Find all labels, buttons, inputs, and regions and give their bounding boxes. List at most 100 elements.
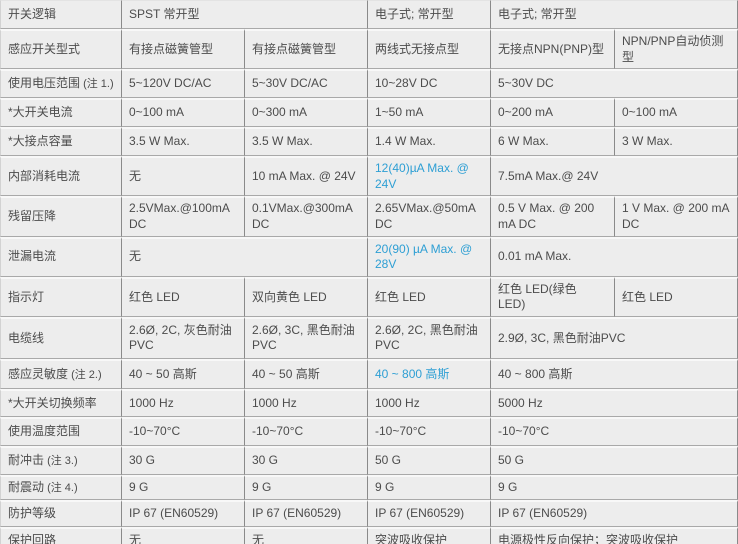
spec-cell: 30 G <box>122 445 245 475</box>
row-label-text: 感应开关型式 <box>8 41 81 56</box>
spec-cell: 10~28V DC <box>368 69 491 99</box>
spec-cell: 红色 LED <box>122 276 245 317</box>
row-label-text: 保护回路 <box>8 532 57 544</box>
table-row: 保护回路 无 无 突波吸收保护 电源极性反向保护；突波吸收保护 <box>0 526 738 544</box>
spec-cell: 2.9Ø, 3C, 黑色耐油PVC <box>491 316 738 359</box>
spec-cell: 0.5 V Max. @ 200 mA DC <box>491 196 615 237</box>
row-label: 电缆线 <box>0 316 122 359</box>
row-label-text: *大接点容量 <box>8 134 73 149</box>
spec-cell: 9 G <box>122 474 245 500</box>
table-row: 泄漏电流 无 20(90) µA Max. @ 28V 0.01 mA Max. <box>0 236 738 277</box>
spec-cell: IP 67 (EN60529) <box>491 499 738 527</box>
spec-cell: 5~30V DC/AC <box>245 69 368 99</box>
table-row: 感应灵敏度 (注 2.) 40 ~ 50 高斯 40 ~ 50 高斯 40 ~ … <box>0 358 738 389</box>
spec-cell: IP 67 (EN60529) <box>122 499 245 527</box>
table-row: *大接点容量 3.5 W Max. 3.5 W Max. 1.4 W Max. … <box>0 127 738 157</box>
spec-cell: 双向黄色 LED <box>245 276 368 317</box>
spec-cell: 50 G <box>368 445 491 475</box>
row-label: 使用温度范围 <box>0 416 122 446</box>
spec-cell-highlighted: 40 ~ 800 高斯 <box>368 358 491 389</box>
spec-cell: 0~100 mA <box>122 98 245 128</box>
spec-cell: 1000 Hz <box>245 388 368 417</box>
table-row: 使用温度范围 -10~70°C -10~70°C -10~70°C -10~70… <box>0 416 738 446</box>
row-label-text: 指示灯 <box>8 289 45 304</box>
row-label: *大接点容量 <box>0 127 122 157</box>
row-label: 感应灵敏度 (注 2.) <box>0 358 122 389</box>
row-label: 泄漏电流 <box>0 236 122 277</box>
spec-cell: -10~70°C <box>122 416 245 446</box>
table-row: 耐冲击 (注 3.) 30 G 30 G 50 G 50 G <box>0 445 738 475</box>
row-label: *大开关电流 <box>0 98 122 128</box>
row-label-text: 感应灵敏度 <box>8 366 69 381</box>
spec-cell: 电源极性反向保护；突波吸收保护 <box>491 526 738 544</box>
row-label-text: 开关逻辑 <box>8 6 57 21</box>
spec-cell: 有接点磁簧管型 <box>245 29 368 70</box>
row-label-text: 耐冲击 <box>8 453 45 468</box>
spec-cell: 0~100 mA <box>615 98 738 128</box>
spec-cell: 2.6Ø, 3C, 黑色耐油 PVC <box>245 316 368 359</box>
spec-cell: 无 <box>122 526 245 544</box>
table-row: 残留压降 2.5VMax.@100mA DC 0.1VMax.@300mA DC… <box>0 196 738 237</box>
row-label-text: 泄漏电流 <box>8 249 57 264</box>
spec-cell: 3.5 W Max. <box>245 127 368 157</box>
spec-cell: 7.5mA Max.@ 24V <box>491 156 738 197</box>
spec-cell: 5~30V DC <box>491 69 738 99</box>
row-label-text: *大开关切换频率 <box>8 395 97 410</box>
table-row: 感应开关型式 有接点磁簧管型 有接点磁簧管型 两线式无接点型 无接点NPN(PN… <box>0 29 738 70</box>
spec-cell: 无接点NPN(PNP)型 <box>491 29 615 70</box>
spec-cell: 6 W Max. <box>491 127 615 157</box>
spec-cell: 两线式无接点型 <box>368 29 491 70</box>
spec-cell: -10~70°C <box>491 416 738 446</box>
spec-cell: 突波吸收保护 <box>368 526 491 544</box>
spec-cell: 电子式; 常开型 <box>491 0 738 29</box>
table-row: *大开关电流 0~100 mA 0~300 mA 1~50 mA 0~200 m… <box>0 98 738 128</box>
spec-cell: 9 G <box>368 474 491 500</box>
table-row: 指示灯 红色 LED 双向黄色 LED 红色 LED 红色 LED(绿色 LED… <box>0 276 738 317</box>
spec-cell: -10~70°C <box>368 416 491 446</box>
spec-cell: 有接点磁簧管型 <box>122 29 245 70</box>
row-label-text: 电缆线 <box>8 330 45 345</box>
spec-cell: 5~120V DC/AC <box>122 69 245 99</box>
spec-cell: 9 G <box>245 474 368 500</box>
spec-cell: 3 W Max. <box>615 127 738 157</box>
row-label: 耐冲击 (注 3.) <box>0 445 122 475</box>
spec-cell: 10 mA Max. @ 24V <box>245 156 368 197</box>
spec-cell: IP 67 (EN60529) <box>368 499 491 527</box>
spec-cell: 0~300 mA <box>245 98 368 128</box>
spec-cell: 1~50 mA <box>368 98 491 128</box>
row-label: 残留压降 <box>0 196 122 237</box>
row-label: *大开关切换频率 <box>0 388 122 417</box>
spec-cell: 无 <box>245 526 368 544</box>
spec-cell: 9 G <box>491 474 738 500</box>
row-label: 感应开关型式 <box>0 29 122 70</box>
spec-cell: 30 G <box>245 445 368 475</box>
spec-cell: 2.65VMax.@50mA DC <box>368 196 491 237</box>
table-row: 防护等级 IP 67 (EN60529) IP 67 (EN60529) IP … <box>0 499 738 527</box>
row-label-text: 防护等级 <box>8 505 57 520</box>
row-label: 使用电压范围 (注 1.) <box>0 69 122 99</box>
spec-cell: 2.5VMax.@100mA DC <box>122 196 245 237</box>
row-label: 保护回路 <box>0 526 122 544</box>
spec-cell: 0~200 mA <box>491 98 615 128</box>
spec-cell: IP 67 (EN60529) <box>245 499 368 527</box>
row-label-text: *大开关电流 <box>8 105 73 120</box>
spec-cell: 1000 Hz <box>122 388 245 417</box>
row-label: 内部消耗电流 <box>0 156 122 197</box>
row-label: 开关逻辑 <box>0 0 122 29</box>
row-label: 指示灯 <box>0 276 122 317</box>
row-label-text: 使用电压范围 <box>8 76 81 91</box>
table-row: 耐震动 (注 4.) 9 G 9 G 9 G 9 G <box>0 474 738 500</box>
row-label-note: (注 2.) <box>68 368 102 381</box>
table-row: 开关逻辑 SPST 常开型 电子式; 常开型 电子式; 常开型 <box>0 0 738 29</box>
table-row: *大开关切换频率 1000 Hz 1000 Hz 1000 Hz 5000 Hz <box>0 388 738 417</box>
spec-cell: 无 <box>122 236 368 277</box>
row-label-text: 残留压降 <box>8 209 57 224</box>
row-label: 防护等级 <box>0 499 122 527</box>
row-label-note: (注 3.) <box>44 455 78 468</box>
spec-cell: 5000 Hz <box>491 388 738 417</box>
row-label-note: (注 4.) <box>44 481 78 494</box>
row-label-text: 内部消耗电流 <box>8 168 81 183</box>
spec-cell: 1000 Hz <box>368 388 491 417</box>
